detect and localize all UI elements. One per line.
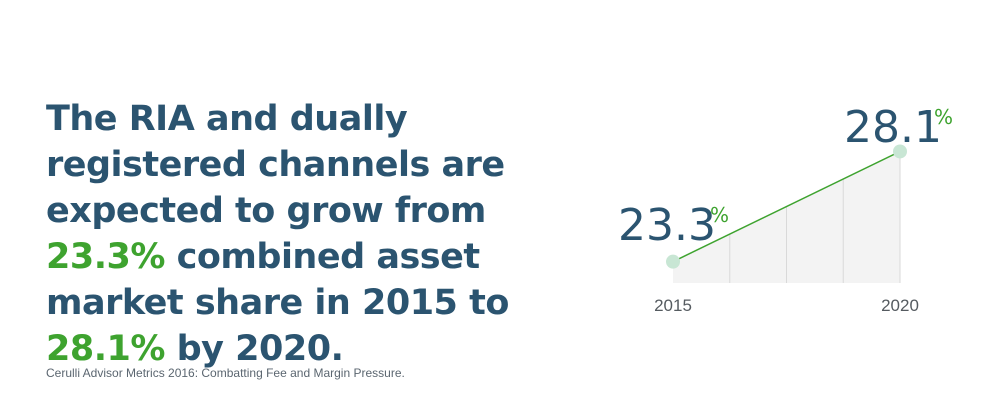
headline-part3: by 2020. bbox=[164, 329, 344, 369]
start-pct-label: % bbox=[710, 203, 729, 227]
headline-value-end: 28.1% bbox=[46, 329, 165, 369]
headline-part1: The RIA and dually registered channels a… bbox=[46, 99, 505, 231]
trend-line bbox=[672, 150, 901, 263]
x-tick-2015: 2015 bbox=[654, 296, 692, 315]
source-note: Cerulli Advisor Metrics 2016: Combatting… bbox=[46, 366, 405, 380]
start-value-label: 23.3 bbox=[618, 200, 716, 251]
x-tick-2020: 2020 bbox=[881, 296, 919, 315]
headline: The RIA and dually registered channels a… bbox=[46, 96, 606, 372]
chart-grid bbox=[729, 151, 901, 283]
end-pct-label: % bbox=[934, 105, 953, 129]
headline-part2: combined asset market share in 2015 to bbox=[46, 237, 509, 323]
headline-value-start: 23.3% bbox=[46, 237, 165, 277]
end-value-label: 28.1 bbox=[844, 102, 942, 153]
point-2020 bbox=[893, 144, 907, 159]
point-2015 bbox=[666, 254, 680, 269]
growth-chart: 23.3 % 28.1 % 2015 2020 bbox=[618, 102, 953, 315]
